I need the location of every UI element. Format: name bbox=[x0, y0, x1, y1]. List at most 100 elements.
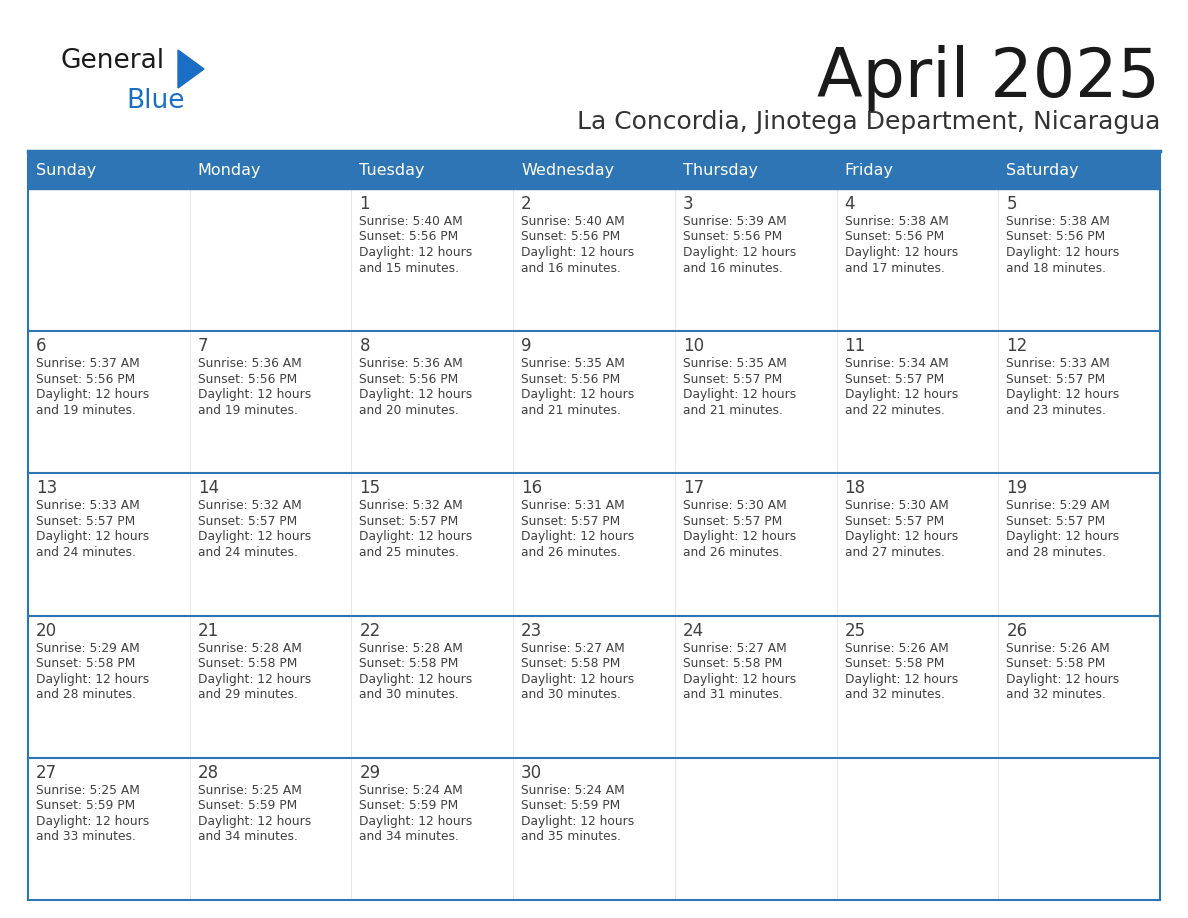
Text: Saturday: Saturday bbox=[1006, 163, 1079, 178]
Text: 9: 9 bbox=[522, 337, 532, 355]
Bar bbox=[998, 616, 1159, 757]
Text: and 30 minutes.: and 30 minutes. bbox=[522, 688, 621, 701]
Text: and 33 minutes.: and 33 minutes. bbox=[36, 830, 135, 844]
Text: Sunrise: 5:30 AM: Sunrise: 5:30 AM bbox=[683, 499, 786, 512]
Text: and 27 minutes.: and 27 minutes. bbox=[845, 546, 944, 559]
Text: 14: 14 bbox=[197, 479, 219, 498]
Text: Sunset: 5:57 PM: Sunset: 5:57 PM bbox=[845, 515, 943, 528]
Text: and 18 minutes.: and 18 minutes. bbox=[1006, 262, 1106, 274]
Text: Sunrise: 5:28 AM: Sunrise: 5:28 AM bbox=[197, 642, 302, 655]
Text: 8: 8 bbox=[360, 337, 369, 355]
Bar bbox=[998, 331, 1159, 474]
Text: Daylight: 12 hours: Daylight: 12 hours bbox=[522, 815, 634, 828]
Text: Sunset: 5:57 PM: Sunset: 5:57 PM bbox=[1006, 373, 1106, 386]
Text: and 25 minutes.: and 25 minutes. bbox=[360, 546, 460, 559]
Text: Sunrise: 5:26 AM: Sunrise: 5:26 AM bbox=[845, 642, 948, 655]
Text: Daylight: 12 hours: Daylight: 12 hours bbox=[522, 673, 634, 686]
Text: Daylight: 12 hours: Daylight: 12 hours bbox=[197, 815, 311, 828]
Text: Sunset: 5:56 PM: Sunset: 5:56 PM bbox=[197, 373, 297, 386]
Text: 16: 16 bbox=[522, 479, 542, 498]
Text: Daylight: 12 hours: Daylight: 12 hours bbox=[360, 246, 473, 259]
Text: Daylight: 12 hours: Daylight: 12 hours bbox=[1006, 531, 1119, 543]
Text: Sunrise: 5:38 AM: Sunrise: 5:38 AM bbox=[1006, 215, 1110, 228]
Text: Sunrise: 5:35 AM: Sunrise: 5:35 AM bbox=[522, 357, 625, 370]
Text: Sunset: 5:56 PM: Sunset: 5:56 PM bbox=[1006, 230, 1106, 243]
Text: 26: 26 bbox=[1006, 621, 1028, 640]
Text: 12: 12 bbox=[1006, 337, 1028, 355]
Text: and 24 minutes.: and 24 minutes. bbox=[36, 546, 135, 559]
Text: Thursday: Thursday bbox=[683, 163, 758, 178]
Bar bbox=[675, 474, 836, 616]
Bar bbox=[352, 616, 513, 757]
Text: Sunrise: 5:37 AM: Sunrise: 5:37 AM bbox=[36, 357, 140, 370]
Text: and 30 minutes.: and 30 minutes. bbox=[360, 688, 460, 701]
Text: 22: 22 bbox=[360, 621, 380, 640]
Text: Daylight: 12 hours: Daylight: 12 hours bbox=[36, 815, 150, 828]
Text: La Concordia, Jinotega Department, Nicaragua: La Concordia, Jinotega Department, Nicar… bbox=[576, 110, 1159, 134]
Bar bbox=[190, 153, 352, 189]
Text: 24: 24 bbox=[683, 621, 704, 640]
Text: Sunrise: 5:30 AM: Sunrise: 5:30 AM bbox=[845, 499, 948, 512]
Text: Daylight: 12 hours: Daylight: 12 hours bbox=[683, 388, 796, 401]
Bar bbox=[998, 474, 1159, 616]
Text: and 34 minutes.: and 34 minutes. bbox=[360, 830, 460, 844]
Bar bbox=[836, 153, 998, 189]
Bar bbox=[513, 616, 675, 757]
Text: Sunset: 5:56 PM: Sunset: 5:56 PM bbox=[845, 230, 943, 243]
Bar bbox=[836, 189, 998, 331]
Text: 11: 11 bbox=[845, 337, 866, 355]
Text: Daylight: 12 hours: Daylight: 12 hours bbox=[522, 388, 634, 401]
Bar bbox=[352, 757, 513, 900]
Text: Daylight: 12 hours: Daylight: 12 hours bbox=[1006, 673, 1119, 686]
Text: Daylight: 12 hours: Daylight: 12 hours bbox=[845, 531, 958, 543]
Bar bbox=[29, 153, 190, 189]
Text: Daylight: 12 hours: Daylight: 12 hours bbox=[197, 673, 311, 686]
Text: Sunset: 5:57 PM: Sunset: 5:57 PM bbox=[360, 515, 459, 528]
Text: Sunrise: 5:32 AM: Sunrise: 5:32 AM bbox=[197, 499, 302, 512]
Text: 23: 23 bbox=[522, 621, 543, 640]
Text: 17: 17 bbox=[683, 479, 704, 498]
Text: Sunrise: 5:24 AM: Sunrise: 5:24 AM bbox=[360, 784, 463, 797]
Text: Sunset: 5:56 PM: Sunset: 5:56 PM bbox=[360, 230, 459, 243]
Text: Friday: Friday bbox=[845, 163, 893, 178]
Text: Daylight: 12 hours: Daylight: 12 hours bbox=[36, 531, 150, 543]
Text: Sunrise: 5:29 AM: Sunrise: 5:29 AM bbox=[36, 642, 140, 655]
Text: Sunset: 5:58 PM: Sunset: 5:58 PM bbox=[36, 657, 135, 670]
Text: Sunrise: 5:40 AM: Sunrise: 5:40 AM bbox=[360, 215, 463, 228]
Text: Daylight: 12 hours: Daylight: 12 hours bbox=[845, 388, 958, 401]
Bar bbox=[352, 331, 513, 474]
Text: Sunset: 5:56 PM: Sunset: 5:56 PM bbox=[360, 373, 459, 386]
Text: and 32 minutes.: and 32 minutes. bbox=[1006, 688, 1106, 701]
Text: Sunset: 5:59 PM: Sunset: 5:59 PM bbox=[360, 800, 459, 812]
Bar bbox=[998, 757, 1159, 900]
Text: April 2025: April 2025 bbox=[817, 45, 1159, 111]
Text: Sunset: 5:59 PM: Sunset: 5:59 PM bbox=[197, 800, 297, 812]
Bar bbox=[190, 189, 352, 331]
Text: 13: 13 bbox=[36, 479, 57, 498]
Text: 6: 6 bbox=[36, 337, 46, 355]
Bar bbox=[352, 153, 513, 189]
Bar bbox=[513, 331, 675, 474]
Text: and 32 minutes.: and 32 minutes. bbox=[845, 688, 944, 701]
Text: Sunset: 5:58 PM: Sunset: 5:58 PM bbox=[522, 657, 620, 670]
Bar bbox=[513, 153, 675, 189]
Text: Sunrise: 5:36 AM: Sunrise: 5:36 AM bbox=[197, 357, 302, 370]
Text: Sunset: 5:56 PM: Sunset: 5:56 PM bbox=[522, 373, 620, 386]
Text: Daylight: 12 hours: Daylight: 12 hours bbox=[197, 531, 311, 543]
Text: General: General bbox=[61, 48, 164, 74]
Text: 29: 29 bbox=[360, 764, 380, 782]
Text: Sunrise: 5:39 AM: Sunrise: 5:39 AM bbox=[683, 215, 786, 228]
Text: 20: 20 bbox=[36, 621, 57, 640]
Text: Tuesday: Tuesday bbox=[360, 163, 425, 178]
Text: Sunrise: 5:34 AM: Sunrise: 5:34 AM bbox=[845, 357, 948, 370]
Text: Blue: Blue bbox=[126, 88, 184, 114]
Text: Sunrise: 5:36 AM: Sunrise: 5:36 AM bbox=[360, 357, 463, 370]
Text: and 35 minutes.: and 35 minutes. bbox=[522, 830, 621, 844]
Text: Sunrise: 5:35 AM: Sunrise: 5:35 AM bbox=[683, 357, 786, 370]
Text: 30: 30 bbox=[522, 764, 542, 782]
Text: 15: 15 bbox=[360, 479, 380, 498]
Text: and 29 minutes.: and 29 minutes. bbox=[197, 688, 297, 701]
Text: 7: 7 bbox=[197, 337, 208, 355]
Text: 28: 28 bbox=[197, 764, 219, 782]
Text: and 20 minutes.: and 20 minutes. bbox=[360, 404, 460, 417]
